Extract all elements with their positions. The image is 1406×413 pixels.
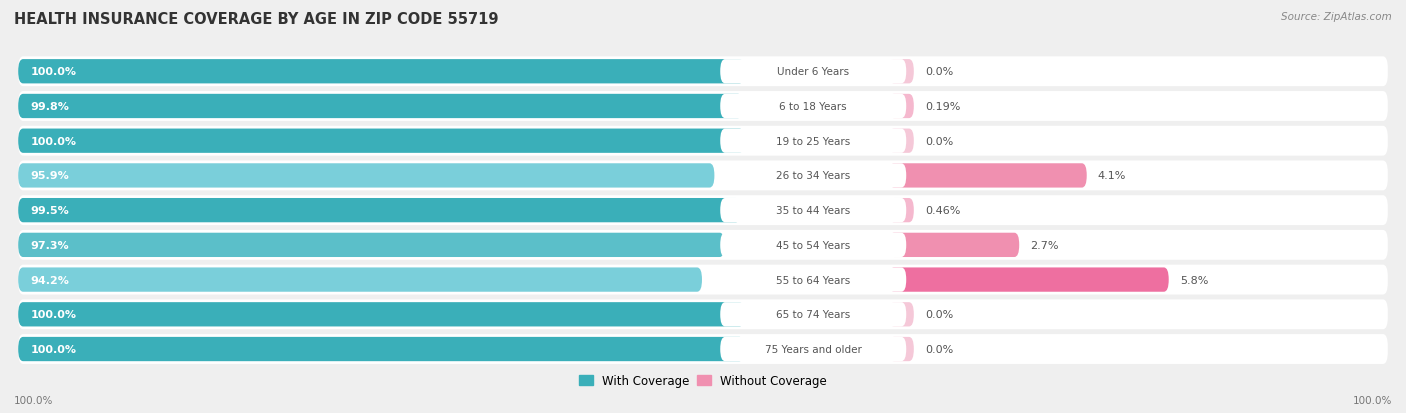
Text: 100.0%: 100.0%	[31, 344, 76, 354]
FancyBboxPatch shape	[889, 233, 1019, 257]
Text: Source: ZipAtlas.com: Source: ZipAtlas.com	[1281, 12, 1392, 22]
FancyBboxPatch shape	[18, 57, 1388, 87]
FancyBboxPatch shape	[720, 302, 907, 327]
FancyBboxPatch shape	[18, 161, 1388, 191]
FancyBboxPatch shape	[18, 337, 744, 361]
Text: 95.9%: 95.9%	[31, 171, 69, 181]
FancyBboxPatch shape	[18, 126, 1388, 156]
Text: 100.0%: 100.0%	[1353, 395, 1392, 405]
FancyBboxPatch shape	[889, 95, 914, 119]
FancyBboxPatch shape	[889, 337, 914, 361]
FancyBboxPatch shape	[889, 60, 914, 84]
Text: 99.8%: 99.8%	[31, 102, 69, 112]
FancyBboxPatch shape	[720, 199, 907, 223]
FancyBboxPatch shape	[18, 164, 714, 188]
Text: 97.3%: 97.3%	[31, 240, 69, 250]
Text: HEALTH INSURANCE COVERAGE BY AGE IN ZIP CODE 55719: HEALTH INSURANCE COVERAGE BY AGE IN ZIP …	[14, 12, 499, 27]
Text: 0.46%: 0.46%	[925, 206, 960, 216]
Text: 65 to 74 Years: 65 to 74 Years	[776, 310, 851, 320]
Text: 0.0%: 0.0%	[925, 67, 953, 77]
FancyBboxPatch shape	[18, 334, 1388, 364]
FancyBboxPatch shape	[18, 95, 742, 119]
FancyBboxPatch shape	[18, 196, 1388, 225]
Text: 100.0%: 100.0%	[31, 136, 76, 146]
FancyBboxPatch shape	[889, 129, 914, 154]
Text: 0.0%: 0.0%	[925, 310, 953, 320]
FancyBboxPatch shape	[18, 300, 1388, 330]
Text: 100.0%: 100.0%	[31, 67, 76, 77]
Legend: With Coverage, Without Coverage: With Coverage, Without Coverage	[574, 369, 832, 392]
FancyBboxPatch shape	[720, 337, 907, 361]
Text: 4.1%: 4.1%	[1098, 171, 1126, 181]
Text: 26 to 34 Years: 26 to 34 Years	[776, 171, 851, 181]
Text: 0.0%: 0.0%	[925, 344, 953, 354]
FancyBboxPatch shape	[18, 268, 702, 292]
Text: 94.2%: 94.2%	[31, 275, 69, 285]
FancyBboxPatch shape	[720, 164, 907, 188]
Text: 2.7%: 2.7%	[1031, 240, 1059, 250]
FancyBboxPatch shape	[18, 199, 741, 223]
FancyBboxPatch shape	[18, 230, 1388, 260]
Text: 5.8%: 5.8%	[1180, 275, 1208, 285]
Text: Under 6 Years: Under 6 Years	[778, 67, 849, 77]
FancyBboxPatch shape	[18, 233, 724, 257]
FancyBboxPatch shape	[18, 302, 744, 327]
Text: 99.5%: 99.5%	[31, 206, 69, 216]
Text: 55 to 64 Years: 55 to 64 Years	[776, 275, 851, 285]
FancyBboxPatch shape	[720, 268, 907, 292]
FancyBboxPatch shape	[889, 302, 914, 327]
FancyBboxPatch shape	[720, 129, 907, 154]
FancyBboxPatch shape	[889, 268, 1168, 292]
FancyBboxPatch shape	[720, 60, 907, 84]
FancyBboxPatch shape	[889, 199, 914, 223]
Text: 35 to 44 Years: 35 to 44 Years	[776, 206, 851, 216]
Text: 45 to 54 Years: 45 to 54 Years	[776, 240, 851, 250]
FancyBboxPatch shape	[720, 233, 907, 257]
Text: 0.19%: 0.19%	[925, 102, 960, 112]
Text: 0.0%: 0.0%	[925, 136, 953, 146]
Text: 75 Years and older: 75 Years and older	[765, 344, 862, 354]
Text: 6 to 18 Years: 6 to 18 Years	[779, 102, 846, 112]
FancyBboxPatch shape	[18, 265, 1388, 295]
FancyBboxPatch shape	[18, 129, 744, 154]
Text: 19 to 25 Years: 19 to 25 Years	[776, 136, 851, 146]
FancyBboxPatch shape	[18, 92, 1388, 121]
FancyBboxPatch shape	[720, 95, 907, 119]
FancyBboxPatch shape	[18, 60, 744, 84]
Text: 100.0%: 100.0%	[31, 310, 76, 320]
FancyBboxPatch shape	[889, 164, 1087, 188]
Text: 100.0%: 100.0%	[14, 395, 53, 405]
